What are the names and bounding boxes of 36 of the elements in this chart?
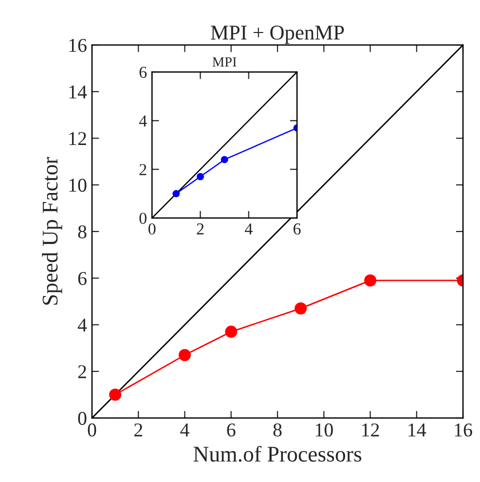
y-tick-label: 2 [140, 164, 146, 176]
y-tick-label: 6 [140, 66, 147, 78]
y-tick-label: 0 [78, 412, 86, 425]
x-tick-label: 6 [294, 223, 301, 235]
point [364, 274, 376, 287]
x-tick-label: 6 [227, 423, 236, 437]
x-tick-label: 4 [180, 424, 190, 436]
y-tick-label: 4 [78, 318, 87, 332]
point [109, 388, 122, 401]
y-tick-label: 10 [69, 178, 86, 192]
point [196, 172, 204, 180]
x-tick-label: 4 [244, 223, 253, 234]
y-axis-title: Speed Up Factor [42, 157, 62, 305]
point [172, 190, 180, 198]
chart-title: MPI [212, 57, 236, 66]
x-tick-label: 2 [196, 223, 204, 234]
x-tick-label: 0 [148, 223, 156, 235]
x-tick-label: 10 [316, 423, 333, 437]
y-tick-label: 12 [69, 132, 86, 145]
y-tick-label: 4 [139, 115, 147, 126]
x-tick-label: 16 [454, 423, 472, 437]
point [225, 326, 238, 338]
x-tick-label: 14 [408, 424, 426, 436]
y-tick-label: 6 [78, 272, 87, 286]
x-tick-label: 8 [273, 423, 282, 437]
chart-title: MPI + OpenMP [210, 26, 344, 44]
y-tick-label: 14 [69, 86, 87, 98]
point [178, 348, 191, 362]
point [294, 302, 307, 315]
y-tick-label: 2 [78, 365, 86, 378]
point [220, 156, 228, 164]
x-tick-label: 0 [88, 423, 96, 437]
x-tick-label: 12 [362, 423, 379, 436]
x-axis-title: Num.of Processors [194, 446, 362, 462]
y-tick-label: 0 [139, 212, 147, 224]
y-tick-label: 16 [69, 38, 87, 52]
